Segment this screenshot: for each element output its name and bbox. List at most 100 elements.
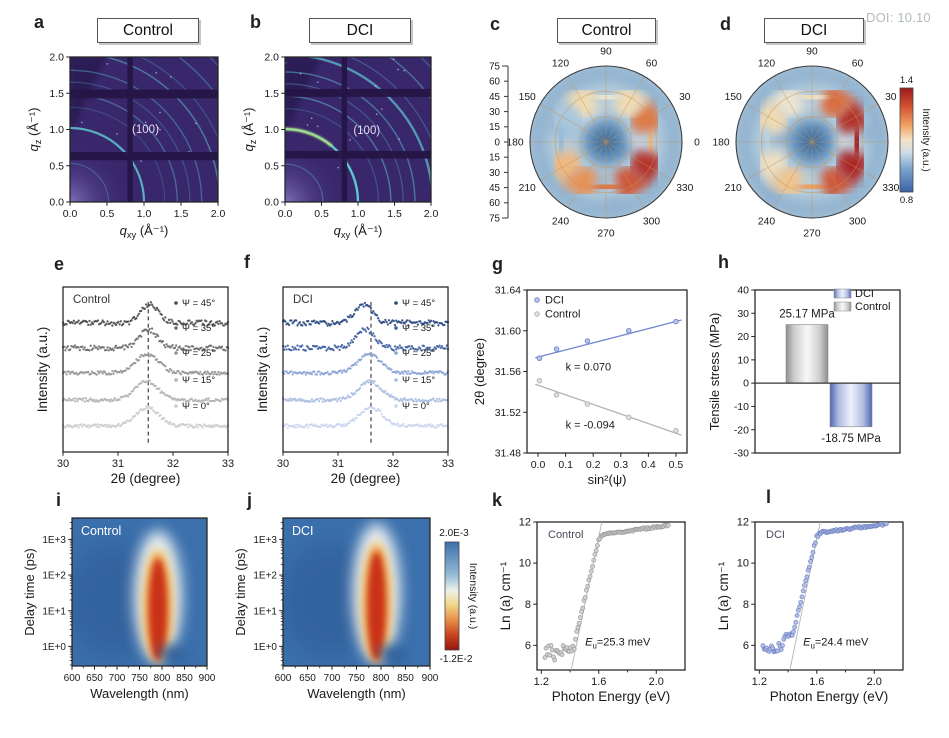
angle-tick-label: 120 xyxy=(758,59,775,70)
angle-tick-label: 150 xyxy=(519,92,536,103)
radial-tick-label: 15 xyxy=(489,122,500,133)
x-tick-label: 2.0 xyxy=(867,676,882,688)
angle-tick-label: 30 xyxy=(679,92,691,103)
x-tick-label: 1.5 xyxy=(174,208,189,220)
x-tick-label: 0.0 xyxy=(531,459,546,471)
x-tick-label: 1.0 xyxy=(351,208,366,220)
x-tick-label: 850 xyxy=(397,673,414,684)
panel-e-chart: Ψ = 45° Ψ = 35° Ψ = 25° Ψ = 15° Ψ = 0° Contro… xyxy=(35,286,234,486)
panel-d-chart: 03060901201501802102402703003301.40.8Int… xyxy=(712,47,931,240)
angle-tick-label: 90 xyxy=(600,47,612,58)
y-tick-label: 31.48 xyxy=(495,448,521,460)
x-tick-label: 800 xyxy=(373,673,390,684)
radial-tick-label: 45 xyxy=(489,92,500,103)
plot-frame xyxy=(536,521,686,671)
inner-label: DCI xyxy=(293,294,313,306)
radial-tick-label: 30 xyxy=(489,107,500,118)
angle-tick-label: 270 xyxy=(597,229,614,240)
x-tick-label: 800 xyxy=(154,673,171,684)
panel-b-title: DCI xyxy=(309,18,411,43)
y-tick-label: 1E+2 xyxy=(253,571,277,582)
panel-letter-e: e xyxy=(54,254,65,274)
inner-label: Control xyxy=(73,294,110,306)
y-tick-label: 1E+3 xyxy=(42,535,66,546)
radial-tick-label: 60 xyxy=(489,77,500,88)
radial-tick-label: 45 xyxy=(489,183,500,194)
angle-tick-label: 270 xyxy=(803,229,820,240)
panel-i-chart: Control 600 650 700 750 800 850 900 1E+0 1E+1 1E+2… xyxy=(22,517,216,701)
x-tick-label: 600 xyxy=(275,673,292,684)
x-tick-label: 0.3 xyxy=(613,459,628,471)
y-axis-label: qz (Å⁻¹) xyxy=(26,107,43,151)
y-tick-label: 1E+1 xyxy=(42,606,66,617)
angle-tick-label: 240 xyxy=(758,216,775,227)
doi-text: DOI: 10.10 xyxy=(866,10,931,25)
bar-value-label: -18.75 MPa xyxy=(821,433,881,445)
legend-label: DCI xyxy=(855,288,874,300)
x-tick-label: 650 xyxy=(299,673,316,684)
x-tick-label: 0.5 xyxy=(314,208,329,220)
legend-label: DCI xyxy=(545,295,564,307)
x-tick-label: 700 xyxy=(109,673,126,684)
colorbar-title: Intensity (a.u.) xyxy=(920,108,931,171)
y-tick-label: 1.0 xyxy=(264,124,279,136)
y-tick-label: 30 xyxy=(737,308,749,320)
x-tick-label: 0.5 xyxy=(669,459,684,471)
radial-tick-label: 75 xyxy=(489,213,500,224)
radial-tick-label: 30 xyxy=(489,168,500,179)
y-tick-label: 31.60 xyxy=(495,325,521,337)
plot-frame xyxy=(62,286,229,453)
y-axis-label: qz (Å⁻¹) xyxy=(241,107,258,151)
x-tick-label: 33 xyxy=(222,458,234,470)
y-tick-label: 1.5 xyxy=(49,88,64,100)
panel-letter-f: f xyxy=(244,252,250,272)
panel-letter-a: a xyxy=(34,12,45,32)
angle-tick-label: 180 xyxy=(712,138,729,149)
panel-letter-g: g xyxy=(492,254,503,274)
y-tick-label: 1E+0 xyxy=(253,642,277,653)
colorbar-min-label: -1.2E-2 xyxy=(440,654,473,665)
y-tick-label: 10 xyxy=(737,558,749,570)
panel-b-chart: (100) 0.0 0.5 1.0 1.5 2.0 0.0 0.5 1.0 1.5 2.0 qxy (… xyxy=(241,52,438,240)
angle-tick-label: 0 xyxy=(694,138,700,149)
y-tick-label: 10 xyxy=(519,558,531,570)
y-tick-label: 31.56 xyxy=(495,366,521,378)
x-tick-label: 750 xyxy=(131,673,148,684)
x-tick-label: 700 xyxy=(324,673,341,684)
inner-label: Control xyxy=(81,524,121,538)
panel-c-title: Control xyxy=(557,18,656,43)
panel-letter-l: l xyxy=(766,487,772,507)
colorbar-max-label: 2.0E-3 xyxy=(439,528,469,539)
x-axis-label: qxy (Å⁻¹) xyxy=(120,223,169,240)
x-tick-label: 1.5 xyxy=(387,208,402,220)
angle-tick-label: 120 xyxy=(552,59,569,70)
plot-frame xyxy=(282,286,449,453)
inner-label: Control xyxy=(548,529,583,541)
series-label: Ψ = 0° xyxy=(402,401,430,412)
legend-label: Control xyxy=(855,301,890,313)
x-tick-label: 31 xyxy=(112,458,124,470)
x-tick-label: 0.0 xyxy=(63,208,78,220)
x-tick-label: 1.0 xyxy=(137,208,152,220)
y-tick-label: 6 xyxy=(525,640,531,652)
panel-a-title: Control xyxy=(97,18,199,43)
y-axis-label: Tensile stress (MPa) xyxy=(707,313,722,431)
x-tick-label: 1.6 xyxy=(809,676,824,688)
y-tick-label: 8 xyxy=(743,599,749,611)
x-tick-label: 1.2 xyxy=(752,676,767,688)
x-axis-label: qxy (Å⁻¹) xyxy=(334,223,383,240)
x-axis-label: 2θ (degree) xyxy=(331,471,401,486)
inner-label: DCI xyxy=(766,529,785,541)
panel-d-title: DCI xyxy=(764,18,864,43)
angle-tick-label: 150 xyxy=(725,92,742,103)
y-axis-label: Delay time (ps) xyxy=(233,548,248,635)
y-tick-label: -10 xyxy=(734,401,749,413)
panel-h-chart: -30 -20 -10 0 10 20 30 40 Tensile stress (MPa) 25… xyxy=(707,285,901,460)
plot-frame xyxy=(754,521,904,671)
ring-annotation: (100) xyxy=(132,124,159,136)
x-tick-label: 2.0 xyxy=(649,676,664,688)
y-tick-label: 2.0 xyxy=(49,52,64,64)
x-tick-label: 600 xyxy=(64,673,81,684)
bar-value-label: 25.17 MPa xyxy=(779,309,835,321)
